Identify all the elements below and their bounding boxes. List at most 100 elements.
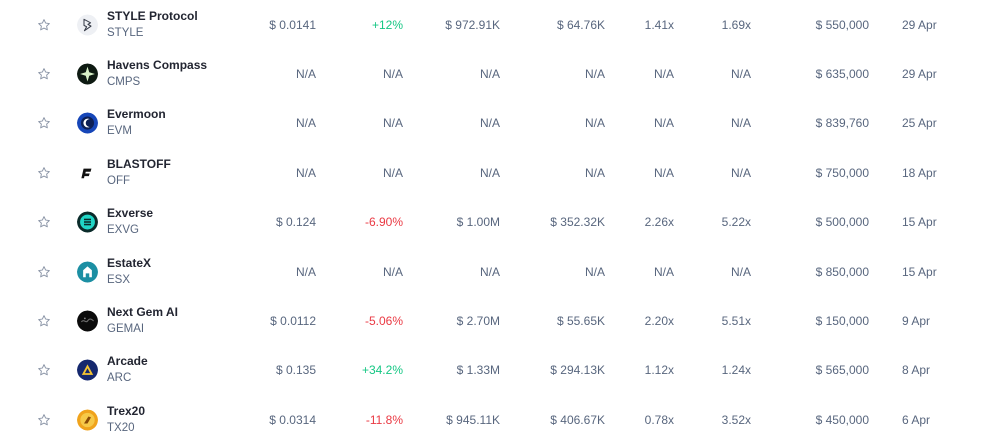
star-icon[interactable] — [37, 215, 51, 229]
blastoff-logo-icon — [77, 162, 98, 184]
market-cap-cell: N/A — [479, 264, 500, 279]
roi-cell: N/A — [653, 67, 674, 82]
coin-name[interactable]: EstateX — [107, 255, 152, 270]
coin-name[interactable]: Trex20 — [107, 403, 146, 418]
coin-name[interactable]: Arcade — [107, 354, 148, 369]
change-cell: N/A — [382, 67, 403, 82]
roi-cell: 2.20x — [644, 314, 674, 329]
roi-cell: 1.41x — [644, 17, 674, 32]
star-icon[interactable] — [37, 413, 51, 427]
coin-symbol: EXVG — [107, 224, 139, 237]
table-row[interactable]: Havens Compass CMPS N/A N/A N/A N/A N/A … — [0, 49, 1000, 98]
roi-cell: 1.12x — [644, 363, 674, 378]
volume-cell: $ 64.76K — [556, 17, 605, 32]
table-row[interactable]: Next Gem AI GEMAI $ 0.0112 -5.06% $ 2.70… — [0, 296, 1000, 345]
coin-name[interactable]: Havens Compass — [107, 58, 208, 73]
table-row[interactable]: STYLE Protocol STYLE $ 0.0141 +12% $ 972… — [0, 0, 1000, 49]
price-cell: N/A — [295, 67, 316, 82]
coin-symbol: CMPS — [107, 76, 141, 89]
raised-cell: $ 750,000 — [815, 165, 869, 180]
coin-symbol: ARC — [107, 372, 132, 385]
coin-name-block: EstateX ESX — [107, 255, 151, 289]
change-cell: -5.06% — [364, 314, 403, 329]
coin-name[interactable]: Evermoon — [107, 107, 166, 122]
coin-symbol: OFF — [107, 174, 130, 187]
change-cell: N/A — [382, 165, 403, 180]
roi-cell: 2.26x — [644, 215, 674, 230]
table-row[interactable]: Trex20 TX20 $ 0.0314 -11.8% $ 945.11K $ … — [0, 395, 1000, 444]
market-cap-cell: $ 1.00M — [456, 215, 500, 230]
date-cell: 18 Apr — [902, 165, 937, 180]
table-row[interactable]: Exverse EXVG $ 0.124 -6.90% $ 1.00M $ 35… — [0, 198, 1000, 247]
roi-ath-cell: 5.22x — [721, 215, 751, 230]
table-row[interactable]: Evermoon EVM N/A N/A N/A N/A N/A N/A $ 8… — [0, 99, 1000, 148]
volume-cell: $ 294.13K — [550, 363, 605, 378]
coin-name-block: STYLE Protocol STYLE — [107, 8, 198, 42]
roi-ath-cell: N/A — [730, 165, 751, 180]
market-cap-cell: N/A — [479, 67, 500, 82]
star-icon[interactable] — [37, 18, 51, 32]
coin-name[interactable]: STYLE Protocol — [107, 8, 198, 23]
volume-cell: N/A — [584, 116, 605, 131]
coin-name[interactable]: BLASTOFF — [107, 156, 171, 171]
volume-cell: $ 55.65K — [556, 314, 605, 329]
change-cell: N/A — [382, 264, 403, 279]
star-icon[interactable] — [37, 314, 51, 328]
raised-cell: $ 635,000 — [815, 67, 869, 82]
market-cap-cell: $ 1.33M — [456, 363, 500, 378]
volume-cell: $ 406.67K — [550, 412, 605, 427]
style-logo-icon — [77, 14, 98, 36]
raised-cell: $ 550,000 — [815, 17, 869, 32]
price-cell: N/A — [295, 165, 316, 180]
market-cap-cell: N/A — [479, 165, 500, 180]
raised-cell: $ 450,000 — [815, 412, 869, 427]
coin-name-block: Havens Compass CMPS — [107, 57, 207, 91]
change-cell: N/A — [382, 116, 403, 131]
table-row[interactable]: EstateX ESX N/A N/A N/A N/A N/A N/A $ 85… — [0, 247, 1000, 296]
volume-cell: $ 352.32K — [550, 215, 605, 230]
star-icon[interactable] — [37, 166, 51, 180]
coin-name[interactable]: Exverse — [107, 206, 154, 221]
date-cell: 15 Apr — [902, 215, 937, 230]
table-row[interactable]: BLASTOFF OFF N/A N/A N/A N/A N/A N/A $ 7… — [0, 148, 1000, 197]
star-icon[interactable] — [37, 363, 51, 377]
star-icon[interactable] — [37, 116, 51, 130]
roi-ath-cell: 1.69x — [721, 17, 751, 32]
coin-symbol: GEMAI — [107, 323, 145, 336]
change-cell: +34.2% — [361, 363, 403, 378]
coin-name-block: BLASTOFF OFF — [107, 156, 171, 190]
roi-cell: N/A — [653, 165, 674, 180]
roi-ath-cell: N/A — [730, 67, 751, 82]
price-cell: $ 0.135 — [275, 363, 316, 378]
roi-ath-cell: 5.51x — [721, 314, 751, 329]
coin-name-block: Exverse EXVG — [107, 205, 153, 239]
raised-cell: $ 850,000 — [815, 264, 869, 279]
date-cell: 29 Apr — [902, 67, 937, 82]
coin-name-block: Evermoon EVM — [107, 106, 166, 140]
date-cell: 15 Apr — [902, 264, 937, 279]
change-cell: -6.90% — [364, 215, 403, 230]
price-cell: $ 0.0314 — [269, 412, 316, 427]
roi-cell: N/A — [653, 264, 674, 279]
star-icon[interactable] — [37, 265, 51, 279]
roi-ath-cell: N/A — [730, 116, 751, 131]
volume-cell: N/A — [584, 264, 605, 279]
raised-cell: $ 500,000 — [815, 215, 869, 230]
coin-symbol: STYLE — [107, 26, 144, 39]
estatex-logo-icon — [77, 261, 98, 283]
raised-cell: $ 150,000 — [815, 314, 869, 329]
raised-cell: $ 839,760 — [815, 116, 869, 131]
price-cell: $ 0.0141 — [269, 17, 316, 32]
coin-symbol: ESX — [107, 273, 131, 286]
price-cell: N/A — [295, 264, 316, 279]
market-cap-cell: $ 972.91K — [445, 17, 500, 32]
exverse-logo-icon — [77, 211, 98, 233]
star-icon[interactable] — [37, 67, 51, 81]
compass-logo-icon — [77, 63, 98, 85]
date-cell: 25 Apr — [902, 116, 937, 131]
coin-symbol: TX20 — [107, 421, 135, 434]
volume-cell: N/A — [584, 67, 605, 82]
table-row[interactable]: Arcade ARC $ 0.135 +34.2% $ 1.33M $ 294.… — [0, 346, 1000, 395]
coin-name[interactable]: Next Gem AI — [107, 305, 178, 320]
market-cap-cell: N/A — [479, 116, 500, 131]
